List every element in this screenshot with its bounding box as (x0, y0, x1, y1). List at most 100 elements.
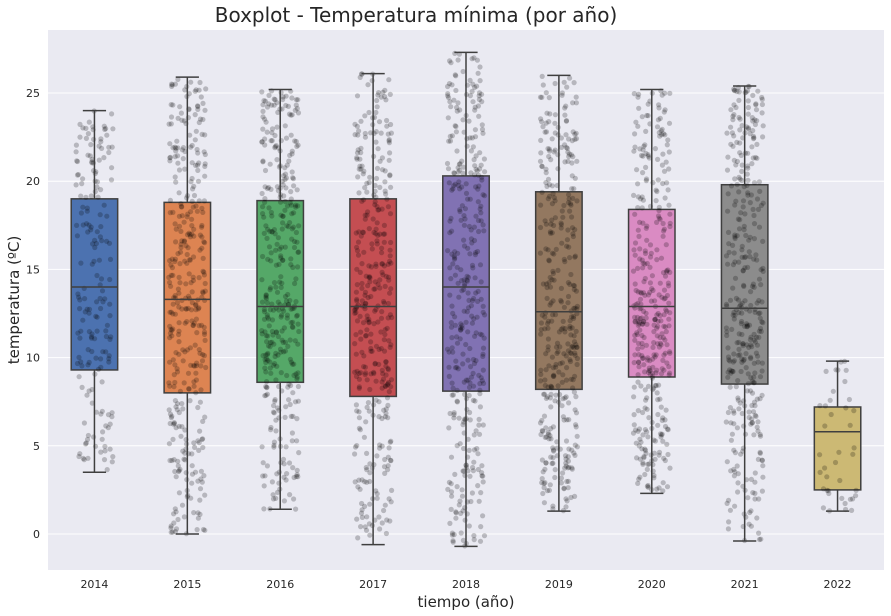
data-point (75, 291, 81, 297)
data-point (745, 177, 751, 183)
data-point (567, 350, 574, 356)
data-point (189, 463, 195, 469)
data-point (366, 179, 372, 186)
data-point (167, 197, 173, 203)
data-point (554, 439, 560, 445)
data-point (637, 256, 643, 262)
data-point (170, 209, 176, 215)
data-point (661, 296, 667, 302)
data-point (573, 328, 579, 334)
data-point (294, 105, 300, 112)
data-point (566, 153, 572, 160)
data-point (747, 200, 753, 206)
data-point (268, 258, 274, 264)
data-point (475, 288, 481, 294)
data-point (573, 410, 580, 416)
data-point (664, 441, 670, 447)
data-point (570, 100, 576, 106)
data-point (386, 77, 392, 83)
data-point (543, 351, 549, 357)
data-point (166, 274, 172, 280)
data-point (102, 296, 108, 302)
data-point (374, 104, 380, 110)
data-point (93, 355, 99, 361)
data-point (749, 161, 755, 167)
data-point (262, 473, 268, 479)
data-point (92, 237, 98, 243)
data-point (725, 191, 731, 197)
data-point (480, 473, 486, 479)
data-point (666, 316, 672, 322)
data-point (359, 507, 365, 513)
data-point (374, 241, 380, 247)
data-point (648, 298, 655, 304)
data-point (184, 319, 190, 325)
data-point (362, 503, 368, 509)
data-point (388, 377, 395, 383)
x-tick-label: 2016 (266, 578, 294, 591)
data-point (471, 533, 477, 539)
data-point (461, 287, 467, 293)
data-point (368, 293, 374, 300)
data-point (573, 288, 580, 294)
data-point (571, 345, 577, 351)
data-point (199, 358, 206, 364)
data-point (554, 350, 560, 356)
data-point (469, 56, 475, 62)
data-point (107, 256, 114, 262)
data-point (744, 182, 750, 188)
data-point (760, 320, 766, 326)
data-point (473, 290, 479, 296)
data-point (654, 367, 660, 373)
data-point (447, 133, 453, 139)
data-point (384, 123, 390, 129)
data-point (456, 161, 462, 167)
data-point (730, 312, 736, 318)
data-point (544, 284, 550, 291)
data-point (757, 449, 763, 455)
data-point (665, 187, 671, 193)
data-point (74, 360, 81, 367)
data-point (752, 121, 759, 128)
data-point (640, 290, 647, 296)
data-point (84, 392, 90, 398)
data-point (732, 232, 738, 238)
data-point (88, 193, 94, 199)
data-point (364, 212, 370, 218)
data-point (167, 154, 173, 160)
data-point (360, 171, 366, 177)
data-point (85, 362, 91, 368)
data-point (545, 384, 551, 390)
data-point (730, 242, 736, 248)
box (534, 191, 583, 391)
data-point (178, 241, 184, 247)
data-point (167, 411, 174, 417)
data-point (468, 374, 475, 380)
data-point (740, 341, 746, 347)
data-point (293, 102, 299, 108)
data-point (458, 510, 464, 516)
data-point (376, 361, 382, 367)
data-point (91, 434, 97, 440)
data-point (295, 264, 301, 270)
data-point (285, 103, 291, 109)
data-point (655, 213, 662, 219)
data-point (446, 138, 452, 144)
data-point (449, 133, 455, 139)
data-point (475, 298, 481, 304)
data-point (359, 261, 365, 267)
data-point (367, 279, 373, 285)
data-point (175, 516, 181, 523)
data-point (449, 251, 455, 257)
data-point (472, 107, 478, 113)
data-point (725, 154, 731, 160)
data-point (264, 339, 270, 345)
data-point (653, 352, 659, 358)
data-point (548, 391, 554, 397)
data-point (259, 277, 265, 283)
data-point (655, 323, 661, 329)
data-point (752, 496, 758, 502)
data-point (293, 506, 299, 512)
data-point (177, 280, 183, 286)
data-point (295, 370, 301, 376)
